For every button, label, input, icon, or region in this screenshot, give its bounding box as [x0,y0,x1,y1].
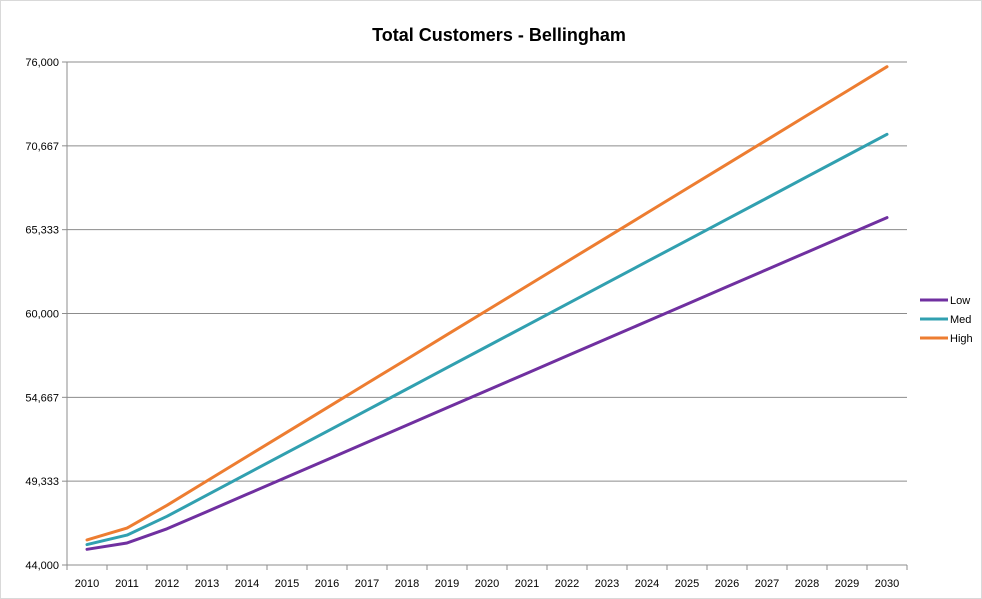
y-tick-label: 44,000 [25,560,59,572]
x-tick-label: 2023 [595,578,619,590]
x-tick-label: 2014 [235,578,259,590]
y-tick-label: 70,667 [25,141,59,153]
x-tick-label: 2030 [875,578,899,590]
x-tick-label: 2026 [715,578,739,590]
legend-label-high: High [950,333,973,345]
y-tick-labels: 44,000 49,333 54,667 60,000 65,333 70,667 76,0… [25,57,59,572]
x-tick-label: 2027 [755,578,779,590]
x-tick-label: 2017 [355,578,379,590]
series-line-high [85,65,889,542]
legend-label-med: Med [950,314,971,326]
x-tick-labels: 2010 2011 2012 2013 2014 2015 2016 2017 2018 2019… [75,578,899,590]
y-tick-label: 54,667 [25,392,59,404]
series-lines [85,65,889,551]
x-tick-label: 2012 [155,578,179,590]
x-tick-label: 2021 [515,578,539,590]
x-tick-label: 2029 [835,578,859,590]
y-tick-label: 65,333 [25,225,59,237]
series-line-med [85,132,889,547]
x-tick-label: 2020 [475,578,499,590]
x-tick-label: 2024 [635,578,659,590]
axes [62,61,908,570]
series-line-low [85,216,889,551]
x-tick-label: 2022 [555,578,579,590]
y-tick-label: 49,333 [25,476,59,488]
x-tick-label: 2028 [795,578,819,590]
y-tick-label: 60,000 [25,309,59,321]
legend-label-low: Low [950,295,970,307]
x-tick-label: 2019 [435,578,459,590]
legend: Low Med High [920,295,973,345]
x-tick-label: 2015 [275,578,299,590]
chart-title: Total Customers - Bellingham [372,25,626,45]
x-tick-label: 2011 [115,578,139,590]
x-tick-label: 2010 [75,578,99,590]
x-tick-label: 2018 [395,578,419,590]
x-tick-label: 2025 [675,578,699,590]
x-tick-label: 2013 [195,578,219,590]
x-tick-label: 2016 [315,578,339,590]
y-tick-label: 76,000 [25,57,59,69]
